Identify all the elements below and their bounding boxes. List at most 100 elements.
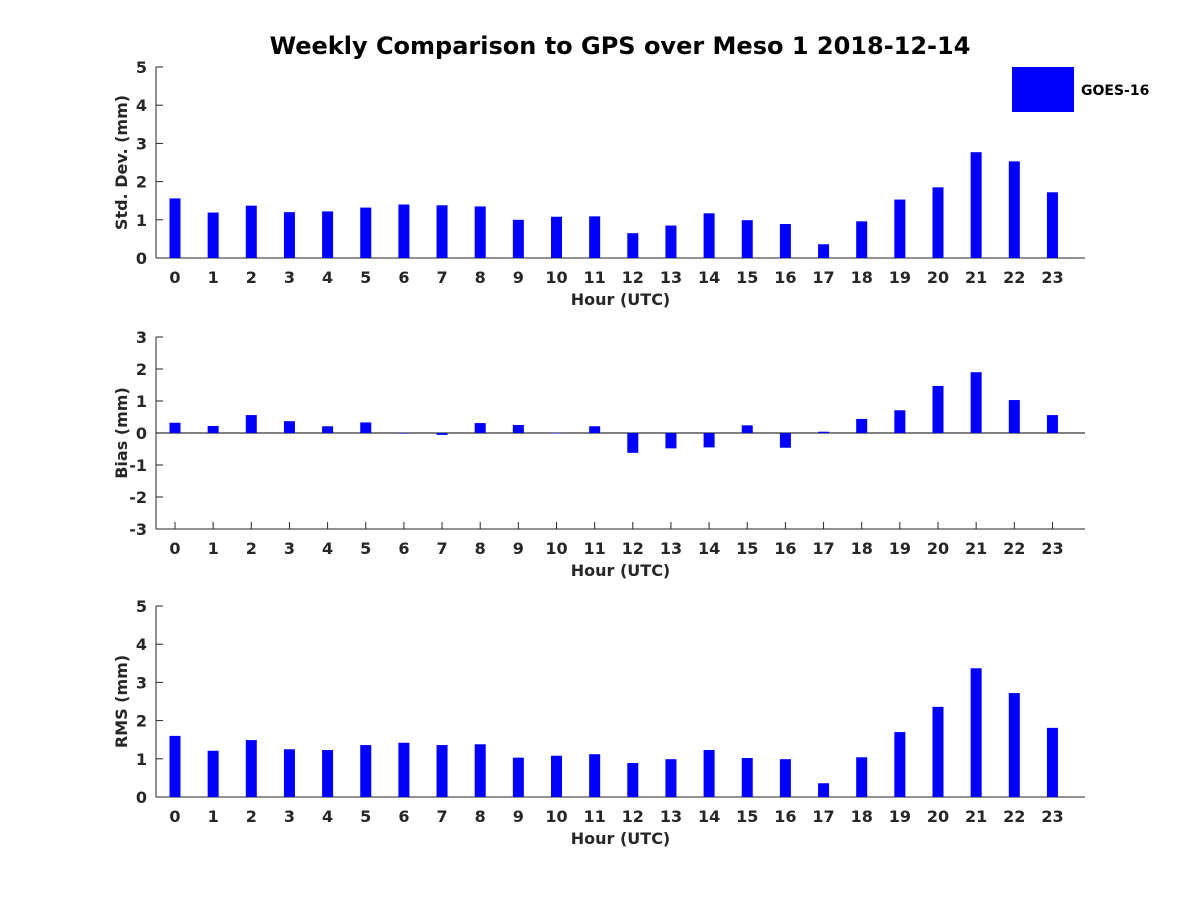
x-tick-label: 19 [889, 807, 911, 826]
bar-hour-12 [627, 233, 639, 258]
x-tick-label: 11 [584, 539, 606, 558]
y-tick-label: 2 [136, 360, 147, 379]
x-tick-label: 13 [660, 268, 682, 287]
bar-hour-8 [474, 744, 486, 797]
bar-hour-20 [932, 385, 944, 433]
x-tick-label: 3 [284, 268, 295, 287]
x-tick-label: 0 [169, 268, 180, 287]
x-tick-label: 10 [545, 807, 567, 826]
x-tick-label: 17 [812, 268, 834, 287]
x-tick-label: 17 [812, 539, 834, 558]
bar-hour-1 [207, 212, 219, 258]
bar-hour-14 [703, 750, 715, 797]
y-tick-label: 2 [136, 173, 147, 192]
bar-hour-20 [932, 187, 944, 258]
x-tick-label: 2 [246, 539, 257, 558]
x-tick-label: 6 [398, 268, 409, 287]
bar-hour-8 [474, 423, 486, 433]
bar-hour-6 [398, 204, 410, 258]
x-tick-label: 7 [436, 807, 447, 826]
y-tick-label: 0 [136, 249, 147, 268]
bar-hour-11 [589, 754, 601, 797]
x-tick-label: 18 [851, 268, 873, 287]
y-tick-label: 3 [136, 134, 147, 153]
bar-hour-5 [360, 207, 372, 258]
bar-hour-22 [1008, 693, 1020, 797]
bar-hour-13 [665, 225, 677, 258]
bar-hour-6 [398, 742, 410, 797]
bar-hour-15 [741, 425, 753, 433]
bar-hour-4 [322, 426, 334, 433]
bar-hour-10 [551, 216, 562, 258]
y-tick-label: 3 [136, 328, 147, 347]
x-tick-label: 3 [284, 807, 295, 826]
x-tick-label: 12 [622, 807, 644, 826]
x-tick-label: 8 [475, 268, 486, 287]
y-tick-label: 1 [136, 750, 147, 769]
x-tick-label: 2 [246, 268, 257, 287]
x-tick-label: 16 [774, 807, 796, 826]
bar-hour-6 [398, 433, 410, 434]
bar-hour-23 [1046, 192, 1058, 258]
bar-hour-14 [703, 433, 715, 448]
bar-hour-0 [169, 198, 181, 258]
x-tick-label: 1 [208, 539, 219, 558]
x-tick-label: 16 [774, 268, 796, 287]
bar-hour-17 [818, 244, 830, 258]
y-tick-label: -3 [129, 520, 147, 539]
y-axis-label: Std. Dev. (mm) [112, 95, 131, 230]
bar-hour-17 [818, 431, 830, 433]
x-tick-label: 7 [436, 539, 447, 558]
x-tick-label: 21 [965, 807, 987, 826]
bar-hour-17 [818, 783, 830, 797]
bar-hour-22 [1008, 400, 1020, 433]
x-tick-label: 17 [812, 807, 834, 826]
bar-hour-19 [894, 410, 906, 433]
bar-hour-14 [703, 213, 715, 258]
x-tick-label: 18 [851, 807, 873, 826]
x-tick-label: 15 [736, 807, 758, 826]
x-tick-label: 8 [475, 807, 486, 826]
y-tick-label: 3 [136, 673, 147, 692]
bar-hour-22 [1008, 161, 1020, 258]
bar-hour-13 [665, 759, 677, 797]
bar-hour-12 [627, 433, 639, 453]
y-tick-label: -2 [129, 488, 147, 507]
y-tick-label: -1 [129, 456, 147, 475]
x-tick-label: 6 [398, 807, 409, 826]
bar-hour-18 [856, 757, 868, 797]
x-tick-label: 5 [360, 268, 371, 287]
y-tick-label: 0 [136, 424, 147, 443]
x-tick-label: 13 [660, 807, 682, 826]
x-tick-label: 14 [698, 807, 720, 826]
x-tick-label: 21 [965, 539, 987, 558]
x-tick-label: 23 [1041, 807, 1063, 826]
bar-hour-3 [283, 212, 295, 258]
x-tick-label: 20 [927, 268, 949, 287]
bar-hour-2 [245, 205, 257, 258]
x-tick-label: 21 [965, 268, 987, 287]
x-tick-label: 10 [545, 539, 567, 558]
bar-hour-23 [1046, 727, 1058, 797]
bar-hour-8 [474, 206, 486, 258]
bar-hour-7 [436, 205, 448, 258]
bar-hour-18 [856, 418, 868, 433]
y-tick-label: 1 [136, 211, 147, 230]
x-tick-label: 22 [1003, 539, 1025, 558]
bar-hour-1 [207, 425, 219, 433]
x-axis-label: Hour (UTC) [571, 561, 671, 580]
x-tick-label: 4 [322, 807, 333, 826]
bar-hour-0 [169, 735, 181, 797]
x-tick-label: 15 [736, 539, 758, 558]
bar-hour-19 [894, 732, 906, 797]
bar-hour-5 [360, 745, 372, 797]
x-tick-label: 20 [927, 539, 949, 558]
bar-hour-19 [894, 199, 906, 258]
bar-hour-23 [1046, 415, 1058, 433]
x-tick-label: 22 [1003, 807, 1025, 826]
